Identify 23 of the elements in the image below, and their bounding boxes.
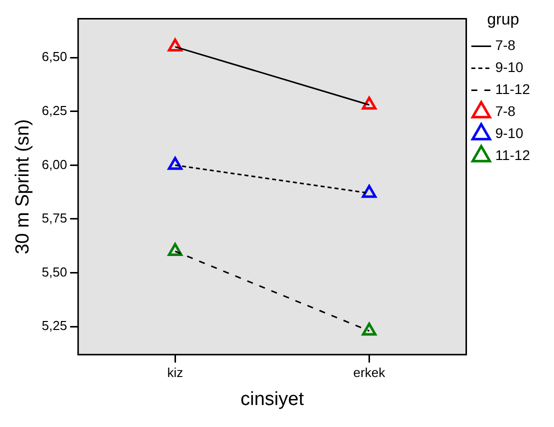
- point: [362, 184, 377, 198]
- point: [168, 38, 182, 52]
- legend-label: 11-12: [495, 147, 530, 164]
- point: [362, 96, 377, 110]
- point: [168, 156, 182, 170]
- x-axis-title: cinsiyet: [240, 388, 305, 410]
- point: [168, 243, 182, 256]
- legend-label: 7-8: [495, 37, 516, 54]
- y-tick-label: 5,50: [42, 264, 68, 280]
- legend-label: 7-8: [495, 103, 516, 120]
- y-tick-label: 6,25: [42, 102, 68, 118]
- y-tick-label: 5,25: [42, 318, 68, 334]
- point: [362, 322, 377, 336]
- x-tick-label: kiz: [167, 364, 184, 380]
- y-tick-label: 5,75: [42, 210, 68, 226]
- legend-label: 11-12: [495, 81, 530, 98]
- legend-label: 9-10: [495, 125, 524, 142]
- x-tick-label: erkek: [353, 364, 386, 380]
- y-axis-title: 30 m Sprint (sn): [12, 119, 34, 254]
- y-tick-label: 6,00: [42, 156, 68, 172]
- legend-label: 9-10: [495, 59, 524, 76]
- y-tick-label: 6,50: [42, 49, 68, 64]
- legend-title: grup: [487, 11, 520, 28]
